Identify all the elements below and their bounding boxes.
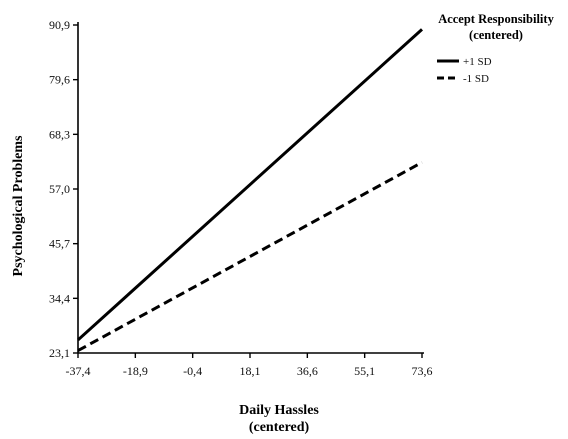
series-line-minus-1sd [77, 161, 423, 352]
legend-label: +1 SD [463, 56, 492, 68]
y-tick-label: 57,0 [49, 182, 70, 196]
x-tick-label: -37,4 [66, 364, 91, 378]
legend-title: Accept Responsibility [438, 12, 554, 26]
x-tick-label: -18,9 [123, 364, 148, 378]
x-axis-title: Daily Hassles [239, 403, 319, 418]
y-tick-label: 90,9 [49, 18, 70, 32]
series-layer [76, 28, 424, 352]
y-tick-label: 34,4 [49, 291, 70, 305]
y-tick-label: 45,7 [49, 237, 70, 251]
y-axis-title: Psychological Problems [11, 135, 26, 276]
x-tick-label: 55,1 [354, 364, 375, 378]
x-tick-label: 18,1 [240, 364, 261, 378]
x-tick-label: -0,4 [183, 364, 202, 378]
series-line-plus-1sd [76, 28, 424, 342]
x-tick-label: 36,6 [297, 364, 318, 378]
y-tick-label: 68,3 [49, 127, 70, 141]
y-tick-label: 23,1 [49, 346, 70, 360]
legend-label: -1 SD [463, 73, 489, 85]
labels-layer: 23,1 34,4 45,7 57,0 68,3 79,6 90,9 -37,4 -18,9 -0… [11, 18, 433, 435]
y-tick-label: 79,6 [49, 73, 70, 87]
x-tick-label: 73,6 [412, 364, 433, 378]
legend: Accept Responsibility (centered) +1 SD -1 S… [437, 12, 555, 85]
x-axis-subtitle: (centered) [249, 420, 310, 434]
legend-subtitle: (centered) [469, 28, 523, 42]
axes-layer [73, 22, 424, 358]
